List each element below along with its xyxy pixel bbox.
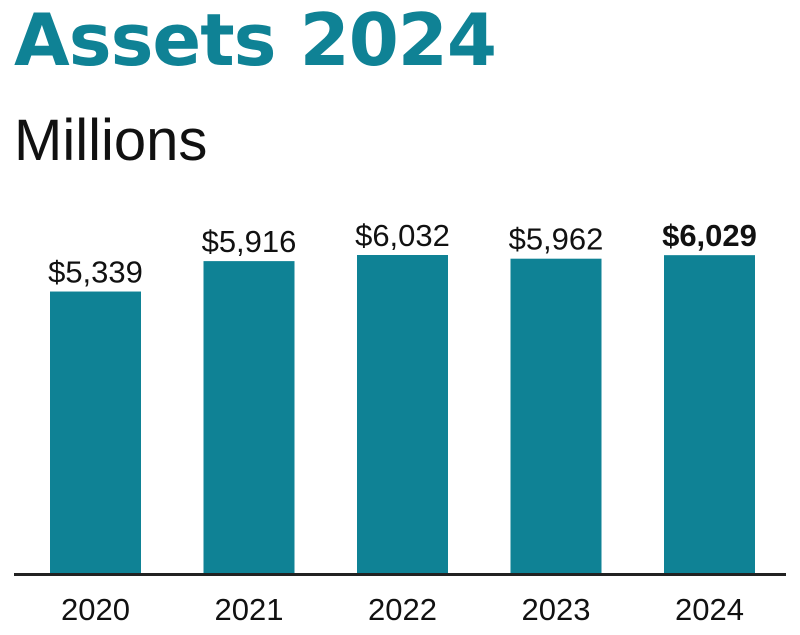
x-tick-label-2021: 2021 (215, 592, 284, 627)
x-tick-label-2023: 2023 (522, 592, 591, 627)
bar-2024 (664, 255, 755, 574)
x-tick-label-2020: 2020 (61, 592, 130, 627)
data-label-2021: $5,916 (202, 224, 297, 259)
bar-2020 (50, 291, 141, 573)
x-tick-label-2024: 2024 (675, 592, 744, 627)
data-label-2024: $6,029 (662, 218, 757, 253)
x-tick-label-group: 2020 2021 2022 2023 2024 (61, 592, 744, 627)
bar-2022 (357, 255, 448, 573)
chart-subtitle: Millions (14, 108, 208, 173)
bar-group (50, 255, 755, 574)
x-tick-label-2022: 2022 (368, 592, 437, 627)
data-label-group: $5,339 $5,916 $6,032 $5,962 $6,029 (48, 218, 757, 290)
data-label-2023: $5,962 (509, 222, 604, 257)
bar-2021 (203, 261, 295, 573)
data-label-2020: $5,339 (48, 255, 143, 290)
bar-2023 (510, 258, 602, 573)
data-label-2022: $6,032 (355, 218, 450, 253)
chart-title: Assets 2024 (14, 0, 497, 82)
